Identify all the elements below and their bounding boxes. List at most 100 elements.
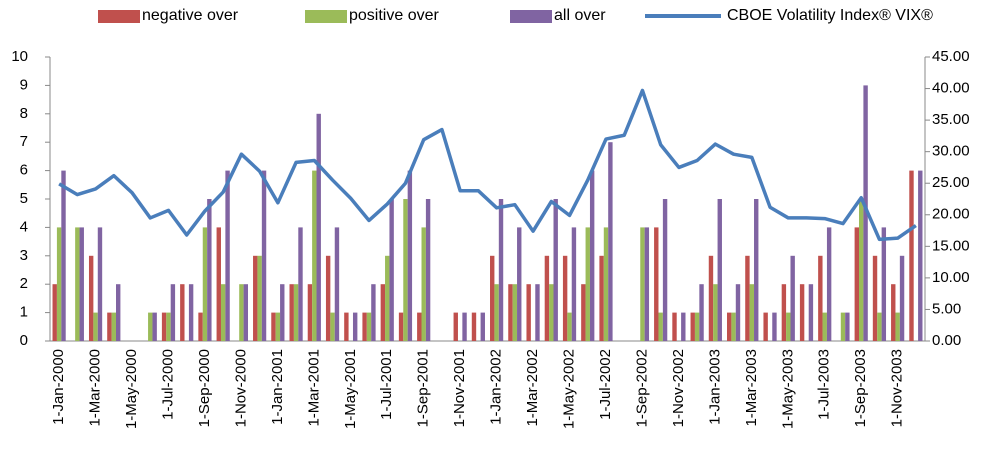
legend-label: CBOE Volatility Index® VIX® [727,7,933,24]
bar [239,284,244,341]
bar [708,255,714,341]
x-tick-label: 1-Mar-2002 [524,349,541,427]
x-tick-label: 1-May-2001 [342,349,359,429]
bar [562,255,568,341]
legend-label: all over [554,7,606,24]
bar [891,284,896,341]
y2-tick-label: 10.00 [932,269,970,286]
bar [275,312,281,341]
y2-tick-label: 5.00 [932,300,961,317]
bar [79,227,84,341]
x-tick-label: 1-Nov-2003 [889,349,906,427]
bar [107,312,112,341]
bar [786,312,791,341]
bar [480,312,485,341]
bar [334,227,340,341]
bar [366,312,372,341]
bar [216,227,221,341]
bar [93,312,98,341]
bar [731,312,736,341]
bar [371,284,376,341]
y2-tick-label: 30.00 [932,143,970,160]
bar [845,312,850,341]
bar [188,284,194,341]
bar [257,255,262,341]
bar [389,199,394,341]
bar [840,312,846,341]
y-tick-label: 6 [20,162,28,179]
y-tick-label: 4 [20,218,28,235]
bar [608,142,613,341]
bar [877,312,882,341]
x-tick-label: 1-Jul-2002 [597,349,614,420]
bar [818,255,823,341]
x-tick-label: 1-May-2002 [561,349,578,429]
bar [380,284,386,341]
x-tick-label: 1-May-2003 [779,349,796,429]
bar [198,312,203,341]
bar [585,227,590,341]
legend-label: negative over [142,7,239,24]
bar [599,255,604,341]
bar [97,227,103,341]
bar [713,284,718,341]
y-tick-label: 8 [20,105,28,122]
bar [280,284,285,341]
bar [490,255,495,341]
bar [289,284,294,341]
bar [293,284,299,341]
bar [261,170,267,341]
bar [589,170,595,341]
bar [544,255,550,341]
bar [549,284,554,341]
bar [863,85,868,342]
bar [726,312,732,341]
bar [535,284,540,341]
y2-tick-label: 45.00 [932,48,970,65]
bar [202,227,208,341]
y-tick-label: 0 [20,332,28,349]
bar [75,227,80,341]
legend-swatch [98,10,140,23]
bar [352,312,358,341]
bar [271,312,276,341]
bar [681,312,686,341]
bar [207,199,212,341]
bar [56,227,62,341]
bar [745,255,750,341]
bar [603,227,609,341]
bar [699,284,704,341]
bar [312,170,317,341]
legend-swatch [305,10,347,23]
y-tick-label: 10 [11,48,28,65]
bar [453,312,458,341]
bar [517,227,522,341]
bar [330,312,335,341]
x-tick-label: 1-Mar-2003 [743,349,760,427]
y2-tick-label: 35.00 [932,111,970,128]
bar [658,312,663,341]
bar [152,312,157,341]
bar [498,199,504,341]
x-tick-label: 1-Sep-2002 [633,349,650,427]
bar [644,227,650,341]
bar [909,170,914,341]
x-tick-label: 1-Jan-2001 [269,349,286,425]
bar [854,227,859,341]
bar [772,312,777,341]
bar [88,255,94,341]
bar [253,255,258,341]
bar [425,199,431,341]
bar [111,312,117,341]
x-tick-label: 1-Jul-2003 [816,349,833,420]
x-tick-label: 1-Sep-2000 [196,349,213,427]
bar [180,284,185,341]
bar [220,284,226,341]
legend-swatch [510,10,552,23]
y2-tick-label: 0.00 [932,332,961,349]
bar [526,284,531,341]
bar [52,284,57,341]
x-tick-label: 1-Nov-2002 [670,349,687,427]
bar [881,227,887,341]
bar [754,199,759,341]
